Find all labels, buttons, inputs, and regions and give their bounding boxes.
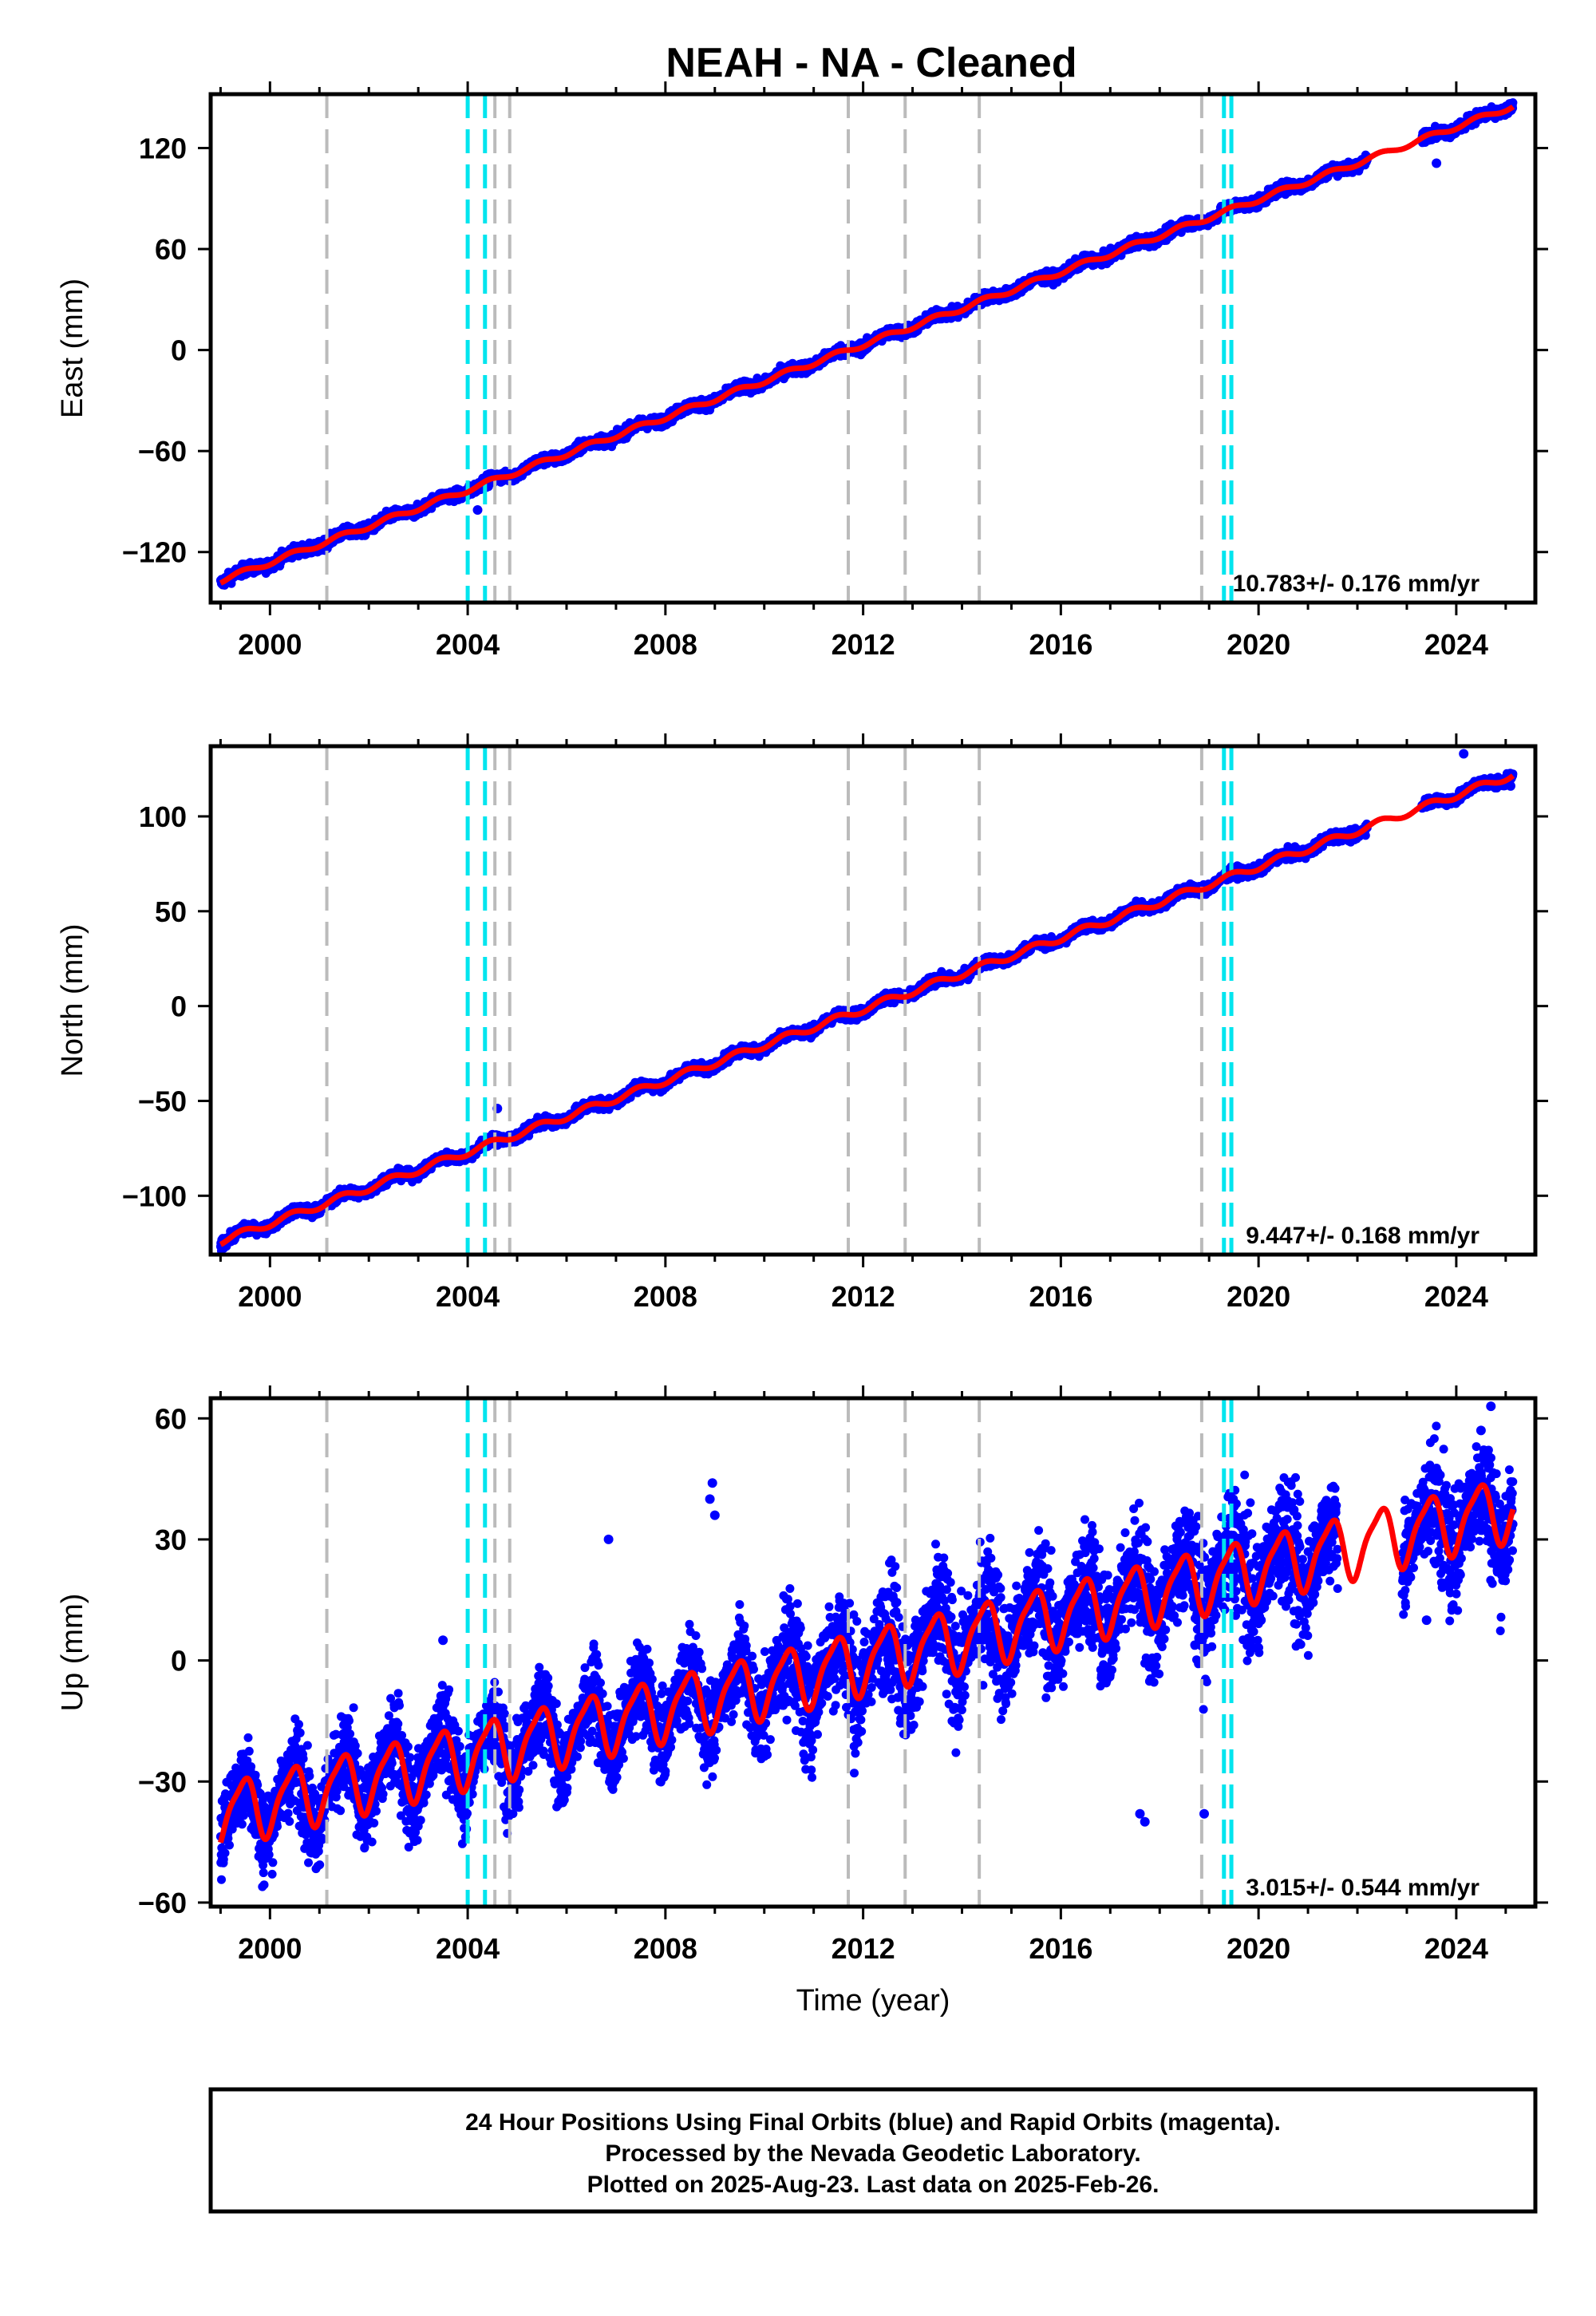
outlier-point xyxy=(1432,158,1442,168)
y-tick-label: −120 xyxy=(122,536,187,569)
x-tick-label: 2004 xyxy=(436,628,500,661)
north-panel: 2000 2004 2008 2012 2016 2020 2024−100−5005010… xyxy=(56,733,1548,1313)
x-tick-label: 2000 xyxy=(238,628,302,661)
rate-label: 10.783+/- 0.176 mm/yr xyxy=(1233,571,1480,597)
x-tick-label: 2012 xyxy=(832,628,895,661)
east-panel: 2000 2004 2008 2012 2016 2020 2024 −120 −60 0 60 12… xyxy=(56,81,1548,661)
y-axis-label: East (mm) xyxy=(56,279,89,418)
figure-title: NEAH - NA - Cleaned xyxy=(666,40,1077,86)
y-tick-label: −60 xyxy=(138,435,187,468)
x-tick-label: 2008 xyxy=(634,628,697,661)
y-tick-label: 60 xyxy=(155,233,187,266)
outlier-point xyxy=(472,505,483,515)
x-tick-label: 2016 xyxy=(1029,628,1092,661)
y-tick-label: 120 xyxy=(139,132,187,164)
y-tick-label: 0 xyxy=(171,334,187,367)
x-tick-label: 2024 xyxy=(1424,628,1488,661)
x-tick-label: 2020 xyxy=(1227,628,1290,661)
